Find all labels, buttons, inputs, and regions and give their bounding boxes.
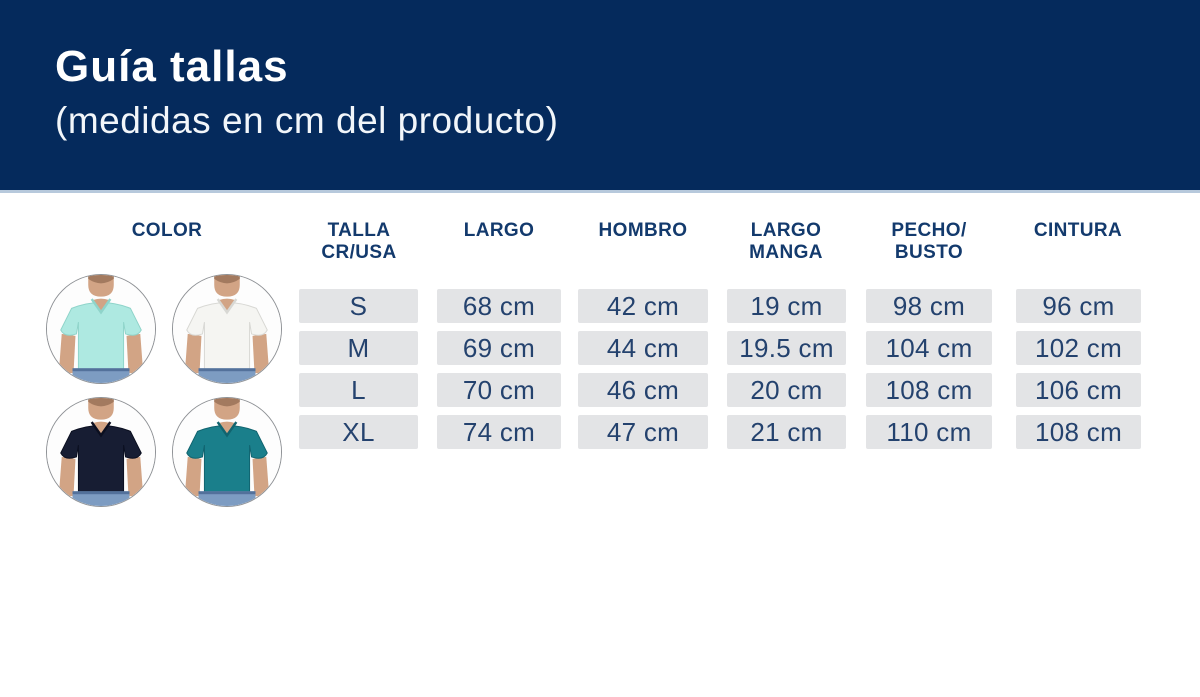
cell-l-hombro: 46 cm <box>578 373 708 407</box>
column-header-color-line1: COLOR <box>131 220 203 241</box>
page-subtitle: (medidas en cm del producto) <box>55 100 559 141</box>
tshirt-model-photo-mint <box>47 275 155 383</box>
cell-m-largo: 69 cm <box>437 331 561 365</box>
cell-xl-largo-manga: 21 cm <box>727 415 846 449</box>
cell-s-pecho-busto: 98 cm <box>866 289 992 323</box>
cell-m-pecho-busto: 104 cm <box>866 331 992 365</box>
cell-m-talla: M <box>299 331 418 365</box>
column-header-cintura: CINTURA <box>998 220 1158 242</box>
cell-m-hombro: 44 cm <box>578 331 708 365</box>
column-header-talla-line1: TALLA <box>327 220 391 241</box>
column-header-pecho-busto-line1: PECHO/ <box>891 220 967 241</box>
column-header-talla-line2: CR/USA <box>321 242 397 263</box>
column-header-largo: LARGO <box>419 220 579 242</box>
cell-l-largo: 70 cm <box>437 373 561 407</box>
column-header-cintura-line1: CINTURA <box>1033 220 1123 241</box>
cell-s-talla: S <box>299 289 418 323</box>
page-title: Guía tallas <box>55 42 289 91</box>
cell-s-cintura: 96 cm <box>1016 289 1141 323</box>
column-header-largo-manga-line1: LARGO <box>750 220 822 241</box>
cell-xl-pecho-busto: 110 cm <box>866 415 992 449</box>
cell-s-largo: 68 cm <box>437 289 561 323</box>
column-header-pecho-busto: PECHO/ BUSTO <box>849 220 1009 264</box>
cell-l-cintura: 106 cm <box>1016 373 1141 407</box>
column-header-talla: TALLA CR/USA <box>279 220 439 264</box>
column-header-color: COLOR <box>87 220 247 242</box>
cell-s-largo-manga: 19 cm <box>727 289 846 323</box>
column-header-hombro-line1: HOMBRO <box>598 220 688 241</box>
column-header-largo-manga-line2: MANGA <box>749 242 823 263</box>
cell-xl-cintura: 108 cm <box>1016 415 1141 449</box>
cell-xl-largo: 74 cm <box>437 415 561 449</box>
cell-xl-hombro: 47 cm <box>578 415 708 449</box>
column-header-hombro: HOMBRO <box>563 220 723 242</box>
column-header-largo-manga: LARGO MANGA <box>706 220 866 264</box>
color-swatch-white <box>172 274 282 384</box>
column-header-largo-line1: LARGO <box>463 220 535 241</box>
color-swatch-navy <box>46 397 156 507</box>
cell-s-hombro: 42 cm <box>578 289 708 323</box>
cell-l-pecho-busto: 108 cm <box>866 373 992 407</box>
tshirt-model-photo-teal <box>173 398 281 506</box>
cell-xl-talla: XL <box>299 415 418 449</box>
column-header-pecho-busto-line2: BUSTO <box>894 242 964 263</box>
color-swatch-teal <box>172 397 282 507</box>
cell-l-talla: L <box>299 373 418 407</box>
cell-m-largo-manga: 19.5 cm <box>727 331 846 365</box>
tshirt-model-photo-white <box>173 275 281 383</box>
header-banner: Guía tallas (medidas en cm del producto) <box>0 0 1200 193</box>
tshirt-model-photo-navy <box>47 398 155 506</box>
cell-l-largo-manga: 20 cm <box>727 373 846 407</box>
color-swatch-mint <box>46 274 156 384</box>
cell-m-cintura: 102 cm <box>1016 331 1141 365</box>
